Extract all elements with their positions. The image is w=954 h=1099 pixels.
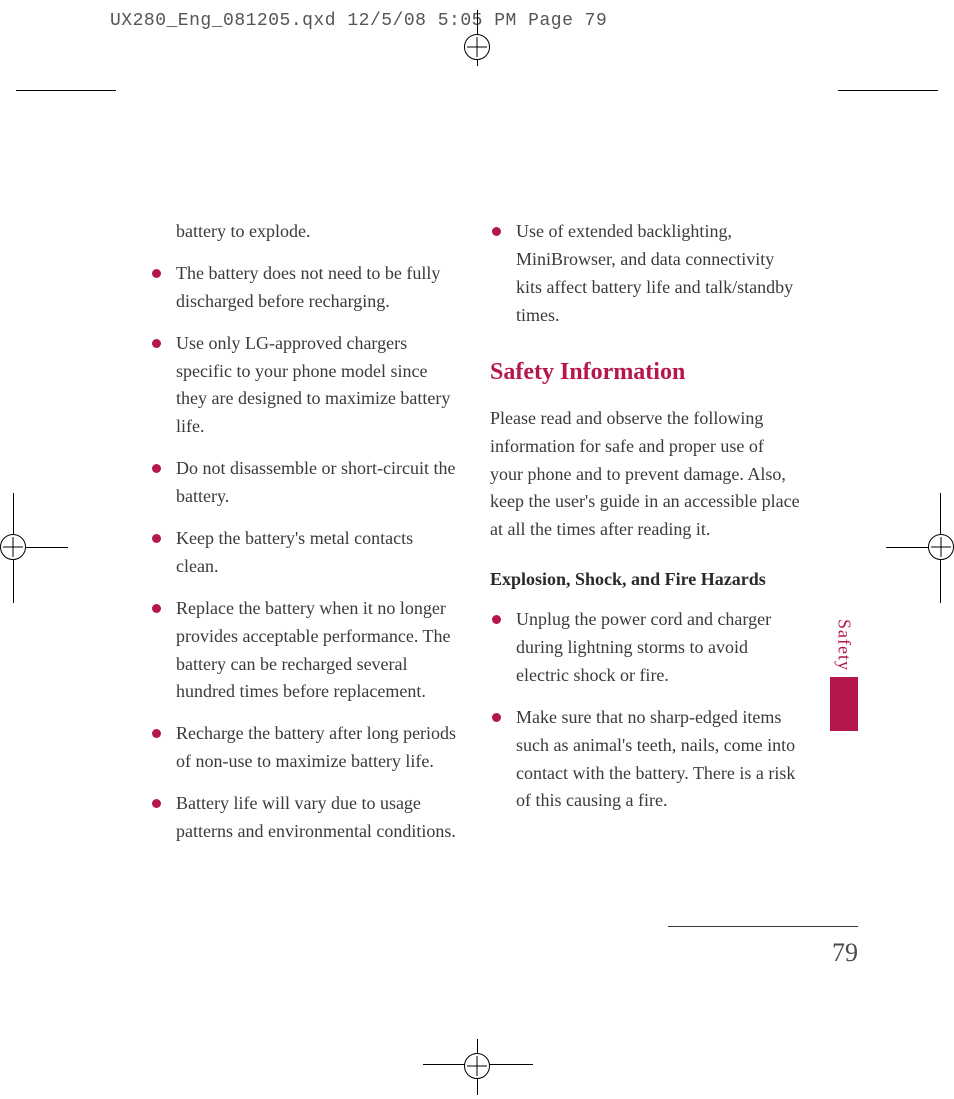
intro-paragraph: Please read and observe the following in… bbox=[490, 405, 800, 544]
list-item: Make sure that no sharp-edged items such… bbox=[490, 704, 800, 816]
section-title: Safety Information bbox=[490, 354, 800, 391]
registration-mark-icon bbox=[464, 34, 490, 60]
list-item: Keep the battery's metal contacts clean. bbox=[150, 525, 460, 581]
crop-mark bbox=[16, 90, 116, 91]
list-item: The battery does not need to be fully di… bbox=[150, 260, 460, 316]
page-number: 79 bbox=[832, 938, 858, 968]
registration-mark-icon bbox=[0, 534, 26, 560]
list-item: Replace the battery when it no longer pr… bbox=[150, 595, 460, 707]
list-item: Battery life will vary due to usage patt… bbox=[150, 790, 460, 846]
subsection-heading: Explosion, Shock, and Fire Hazards bbox=[490, 566, 800, 594]
list-item: Unplug the power cord and charger during… bbox=[490, 606, 800, 690]
right-column: Use of extended backlighting, MiniBrowse… bbox=[490, 218, 800, 860]
side-tab-block bbox=[830, 677, 858, 731]
bullet-list-right-top: Use of extended backlighting, MiniBrowse… bbox=[490, 218, 800, 330]
page-content: battery to explode. The battery does not… bbox=[150, 218, 820, 860]
registration-mark-icon bbox=[928, 534, 954, 560]
crop-mark bbox=[838, 90, 938, 91]
bullet-list-right-sub: Unplug the power cord and charger during… bbox=[490, 606, 800, 815]
list-item: Use of extended backlighting, MiniBrowse… bbox=[490, 218, 800, 330]
continuation-text: battery to explode. bbox=[150, 218, 460, 246]
page-number-rule bbox=[668, 926, 858, 927]
prepress-header: UX280_Eng_081205.qxd 12/5/08 5:05 PM Pag… bbox=[110, 11, 607, 31]
left-column: battery to explode. The battery does not… bbox=[150, 218, 460, 860]
side-tab: Safety bbox=[830, 619, 858, 731]
bullet-list-left: The battery does not need to be fully di… bbox=[150, 260, 460, 846]
side-tab-label: Safety bbox=[834, 619, 855, 671]
list-item: Recharge the battery after long periods … bbox=[150, 720, 460, 776]
list-item: Use only LG-approved chargers specific t… bbox=[150, 330, 460, 442]
registration-mark-icon bbox=[464, 1053, 490, 1079]
list-item: Do not disassemble or short-circuit the … bbox=[150, 455, 460, 511]
